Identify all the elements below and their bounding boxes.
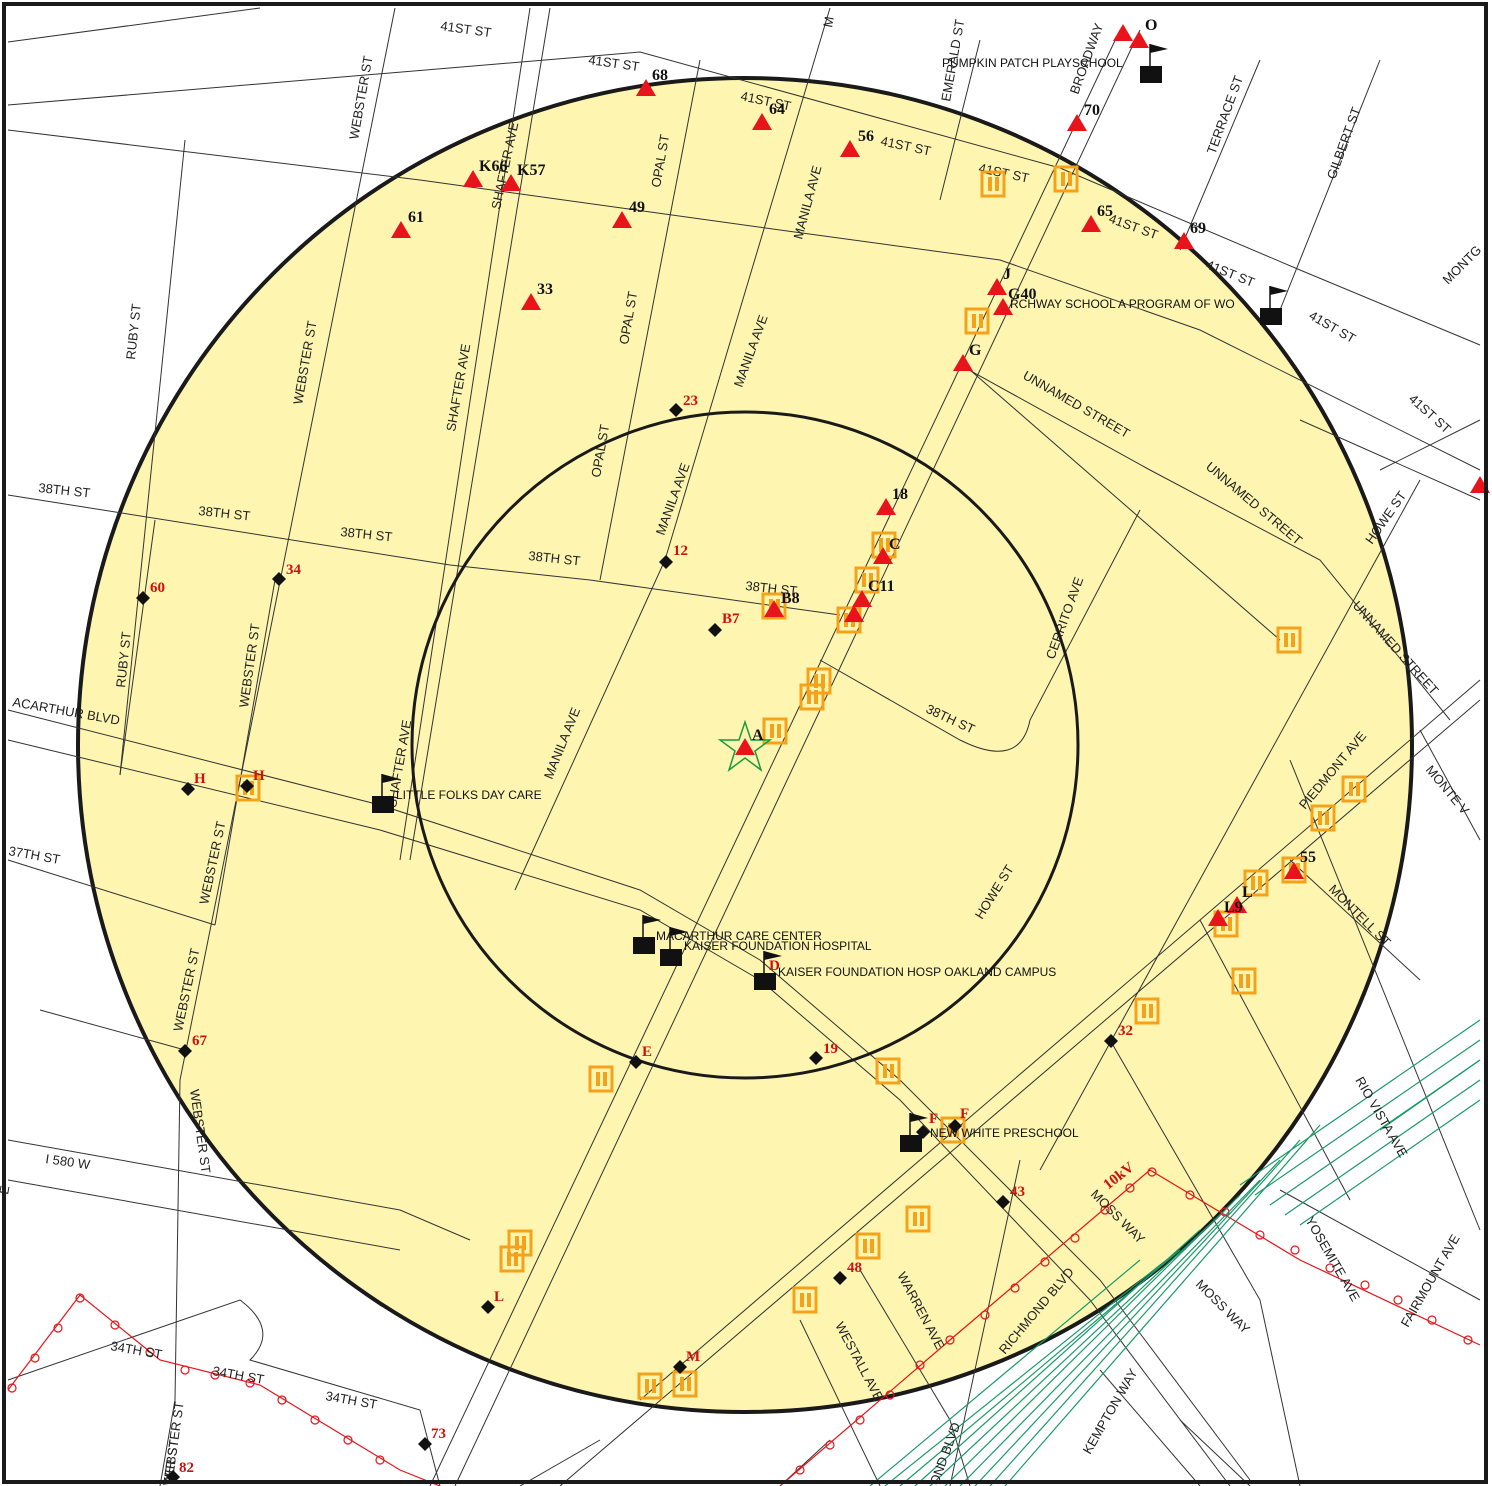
- triangle-label: 68: [652, 67, 668, 84]
- street-label: 38TH ST: [340, 524, 393, 544]
- triangle-label: 65: [1097, 203, 1113, 220]
- triangle-label: G: [969, 342, 982, 359]
- street-label: 34TH ST: [211, 1363, 265, 1387]
- diamond-label: 32: [1118, 1023, 1133, 1039]
- diamond-label: 73: [431, 1426, 446, 1442]
- street-label: E: [0, 1184, 13, 1195]
- diamond-label: B7: [722, 611, 740, 627]
- diamond-label: L: [494, 1289, 504, 1305]
- triangle-marker-icon: [1113, 24, 1133, 41]
- triangle-label: 56: [858, 128, 874, 145]
- street-label: 38TH ST: [198, 503, 251, 523]
- street-label: OND BLVD: [927, 1420, 963, 1486]
- street-label: KEMPTON WAY: [1080, 1366, 1141, 1457]
- triangle-label: L: [1242, 884, 1253, 901]
- triangle-label: 64: [769, 101, 785, 118]
- facility-label: KAISER FOUNDATION HOSPITAL: [684, 939, 872, 953]
- facility-label: NEW WHITE PRESCHOOL: [930, 1126, 1079, 1140]
- flag-icon: [1139, 43, 1169, 84]
- flag-icon: [1259, 285, 1289, 326]
- diamond-label: 43: [1010, 1184, 1025, 1200]
- street-label: YOSEMITE AVE: [1302, 1214, 1363, 1304]
- inner-buffer-ring: [410, 410, 1080, 1080]
- street-label: GILBERT ST: [1324, 105, 1364, 181]
- marker-labels: O 68 64 56 70 K66 K57 61 49 65 69 33 J G…: [150, 17, 1316, 1476]
- triangle-label: K57: [517, 162, 545, 179]
- box-label: H: [253, 768, 265, 784]
- powerline: 10kV: [7, 1159, 1481, 1486]
- triangle-label: C11: [868, 578, 895, 595]
- street-label: I 580 W: [45, 1151, 92, 1172]
- street-label: RUBY ST: [113, 631, 134, 688]
- triangle-label: C: [889, 536, 901, 553]
- diamond-label: 34: [286, 562, 302, 578]
- facility-labels: PUMPKIN PATCH PLAYSCHOOL RCHWAY SCHOOL A…: [396, 56, 1235, 1140]
- diamond-label: F: [929, 1111, 938, 1127]
- diamond-label: 19: [823, 1041, 838, 1057]
- diamond-label: H: [194, 771, 206, 787]
- street-label: MOSS WAY: [1193, 1277, 1253, 1337]
- site-label: A: [752, 727, 764, 744]
- street-label: 41ST ST: [588, 52, 641, 74]
- facility-label: MACARTHUR CARE CENTER: [656, 929, 822, 943]
- diamond-label: M: [686, 1349, 700, 1365]
- street-label: RUBY ST: [123, 303, 144, 360]
- street-label: MONTG: [1440, 242, 1485, 287]
- diamond-label: 12: [673, 543, 688, 559]
- street-label: 37TH ST: [7, 843, 61, 867]
- street-label: 38TH ST: [528, 548, 581, 568]
- facility-label: PUMPKIN PATCH PLAYSCHOOL: [942, 56, 1123, 70]
- diamond-label: 23: [683, 393, 698, 409]
- triangle-label: J: [1003, 266, 1011, 283]
- facility-label: LITTLE FOLKS DAY CARE: [396, 788, 542, 802]
- diamond-label: F: [960, 1106, 969, 1122]
- street-label: MONTE V: [1423, 762, 1473, 817]
- diamond-label: 60: [150, 580, 165, 596]
- street-label: 38TH ST: [38, 480, 91, 500]
- street-label: 34TH ST: [109, 1338, 163, 1362]
- triangle-label: L9: [1224, 899, 1243, 916]
- street-label: FAIRMOUNT AVE: [1398, 1231, 1463, 1329]
- diamond-label: 67: [192, 1033, 208, 1049]
- triangle-label: O: [1145, 17, 1157, 34]
- triangle-label: 55: [1300, 849, 1316, 866]
- triangle-label: 49: [629, 199, 645, 216]
- triangle-label: 69: [1190, 220, 1206, 237]
- triangle-label: 61: [408, 209, 424, 226]
- street-label: M: [820, 15, 837, 28]
- road-network: [7, 7, 1481, 1486]
- facility-label: KAISER FOUNDATION HOSP OAKLAND CAMPUS: [778, 965, 1056, 979]
- street-label: 41ST ST: [1406, 391, 1454, 436]
- triangle-label: K66: [479, 158, 507, 175]
- diamond-label: 48: [847, 1260, 862, 1276]
- diamond-label: 82: [179, 1460, 194, 1476]
- street-label: 41ST ST: [440, 18, 493, 40]
- street-label: 34TH ST: [324, 1388, 378, 1412]
- triangle-label: 18: [892, 486, 908, 503]
- diamond-label: D: [769, 958, 780, 974]
- rail-lines: [869, 1019, 1481, 1486]
- star-icon: [717, 719, 773, 773]
- triangle-label: 70: [1084, 102, 1100, 119]
- facility-label: RCHWAY SCHOOL A PROGRAM OF WO: [1010, 297, 1235, 311]
- triangle-label: B8: [781, 590, 800, 607]
- diamond-label: E: [642, 1044, 652, 1060]
- triangle-label: G40: [1008, 286, 1036, 303]
- street-label: 41ST ST: [1307, 308, 1359, 347]
- triangle-label: 33: [537, 281, 553, 298]
